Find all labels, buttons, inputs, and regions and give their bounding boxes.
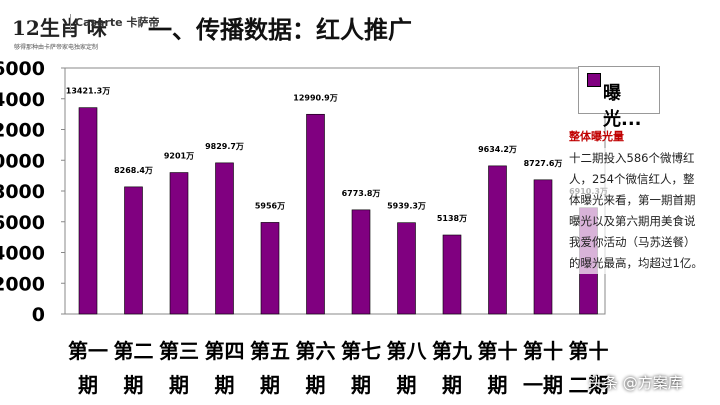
x-tick-label: 第四期 (204, 339, 245, 397)
x-tick-label: 第五期 (250, 339, 290, 397)
value-label: 5939.3万 (387, 202, 426, 211)
y-tick-label: 12000 (0, 120, 45, 142)
bar (397, 222, 416, 315)
y-tick-label: 4000 (0, 243, 45, 265)
x-tick-label: 第八期 (386, 339, 427, 397)
bar (488, 165, 507, 315)
slide-title: 一、传播数据：红人推广 (148, 16, 412, 44)
bar (78, 107, 98, 315)
y-tick-label: 6000 (0, 212, 45, 234)
y-tick-label: 16000 (0, 58, 45, 80)
y-tick-label: 14000 (0, 89, 45, 111)
watermark: 头条 @方案库 (588, 374, 683, 392)
y-tick-label: 2000 (0, 273, 45, 295)
legend: 曝光... (578, 66, 660, 130)
x-tick-label: 第二期 (113, 339, 154, 397)
x-tick-label: 第一期 (68, 339, 108, 397)
x-tick-label: 第十期 (477, 339, 518, 397)
plot-frame (64, 67, 606, 315)
bar (442, 234, 462, 315)
legend-label: 曝光... (603, 83, 642, 130)
value-label: 6773.8万 (342, 189, 381, 198)
value-label: 9634.2万 (478, 145, 517, 154)
x-tick-label: 第十一期 (523, 339, 563, 397)
bar (306, 113, 325, 315)
bar (215, 162, 234, 315)
value-label: 8268.4万 (114, 166, 153, 175)
x-tick-label: 第十二期 (568, 339, 609, 397)
value-label: 9201万 (164, 152, 194, 161)
value-label: 13421.3万 (66, 87, 110, 96)
value-label: 12990.9万 (293, 93, 337, 102)
bar (260, 222, 280, 315)
x-tick-label: 第九期 (432, 339, 472, 397)
legend-swatch (587, 73, 601, 87)
y-tick-label: 8000 (0, 181, 45, 203)
note-title: 整体曝光量 (569, 130, 624, 143)
x-tick-label: 第六期 (295, 339, 336, 397)
value-label: 5956万 (255, 201, 285, 210)
bar (351, 209, 371, 315)
tagline: 够得那种由卡萨帝家电独家定制 (14, 44, 99, 51)
value-label: 5138万 (437, 214, 467, 223)
partner: Casarte 卡萨帝 (70, 14, 159, 30)
x-tick-label: 第七期 (341, 339, 381, 397)
bar (533, 179, 553, 315)
bar (169, 172, 189, 315)
y-tick-label: 0 (32, 304, 45, 326)
value-label: 8727.6万 (524, 159, 563, 168)
bar (124, 186, 143, 315)
brand: 12生肖 味 (12, 16, 107, 40)
value-label: 9829.7万 (205, 142, 244, 151)
note-text: 十二期投入586个微博红人，254个微信红人，整体曝光来看，第一期首期曝光以及第… (569, 148, 705, 274)
y-tick-label: 10000 (0, 150, 45, 172)
x-tick-label: 第三期 (159, 339, 199, 397)
